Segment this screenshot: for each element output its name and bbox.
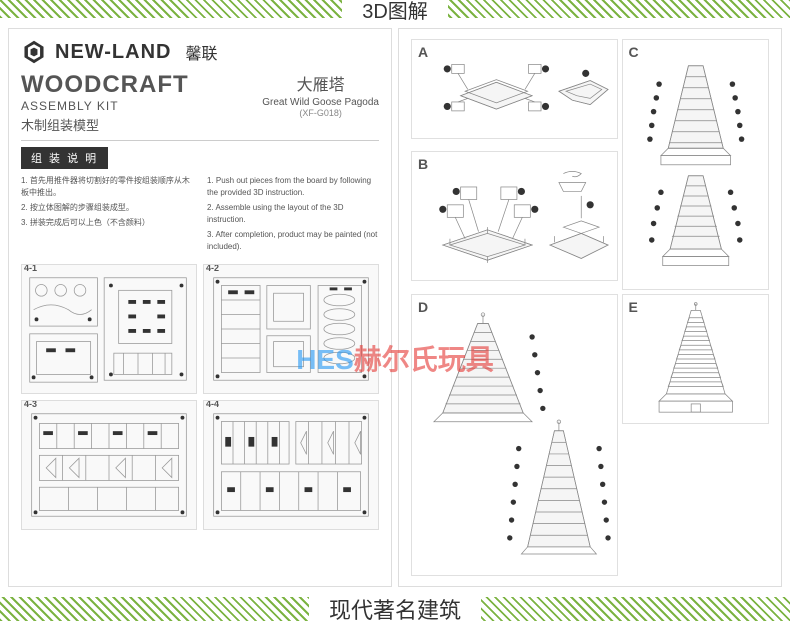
page-left: NEW-LAND 馨联 WOODCRAFT ASSEMBLY KIT 木制组装模…: [8, 28, 392, 587]
instructions-heading: 组 装 说 明: [21, 147, 108, 169]
step-e: E: [622, 294, 770, 424]
brand-logo-icon: [21, 39, 47, 65]
step-label: A: [418, 44, 428, 60]
step-label: C: [629, 44, 639, 60]
instr-cn-1: 1. 首先用推件器将切割好的零件按组装顺序从木板中推出。: [21, 175, 193, 199]
board-4-3: 4-3: [21, 400, 197, 530]
title-left: WOODCRAFT ASSEMBLY KIT 木制组装模型: [21, 71, 189, 134]
header-title: 3D图解: [342, 0, 448, 24]
product-name-cn: 大雁塔: [262, 71, 379, 95]
instr-cn-3: 3. 拼装完成后可以上色（不含颜料）: [21, 217, 193, 229]
product-name-en: Great Wild Goose Pagoda: [262, 97, 379, 108]
instr-en-1: 1. Push out pieces from the board by fol…: [207, 175, 379, 199]
parts-boards: 4-1 4-2: [21, 264, 379, 530]
step-label: D: [418, 299, 428, 315]
instr-cn-2: 2. 按立体图解的步骤组装成型。: [21, 202, 193, 214]
board-4-4: 4-4: [203, 400, 379, 530]
board-label: 4-1: [24, 264, 37, 273]
header-bar: 3D图解: [0, 0, 790, 18]
brand-name-cn: 馨联: [185, 40, 217, 64]
board-label: 4-4: [206, 400, 219, 409]
instructions-cn: 1. 首先用推件器将切割好的零件按组装顺序从木板中推出。 2. 按立体图解的步骤…: [21, 175, 193, 256]
step-d: D: [411, 294, 618, 576]
instructions-body: 1. 首先用推件器将切割好的零件按组装顺序从木板中推出。 2. 按立体图解的步骤…: [21, 175, 379, 256]
product-code: (XF-G018): [262, 108, 379, 118]
step-a: A: [411, 39, 618, 139]
assembly-steps: A B: [411, 39, 769, 576]
board-4-1: 4-1: [21, 264, 197, 394]
step-label: E: [629, 299, 638, 315]
step-c: C: [622, 39, 770, 290]
title-main: WOODCRAFT: [21, 71, 189, 99]
footer-title: 现代著名建筑: [309, 593, 481, 625]
title-cn: 木制组装模型: [21, 115, 189, 134]
divider: [21, 140, 379, 141]
board-4-2: 4-2: [203, 264, 379, 394]
instruction-sheet: NEW-LAND 馨联 WOODCRAFT ASSEMBLY KIT 木制组装模…: [0, 22, 790, 593]
board-label: 4-2: [206, 264, 219, 273]
brand-name-en: NEW-LAND: [55, 41, 171, 64]
page-right: A B: [398, 28, 782, 587]
instructions-en: 1. Push out pieces from the board by fol…: [207, 175, 379, 256]
title-row: WOODCRAFT ASSEMBLY KIT 木制组装模型 大雁塔 Great …: [21, 71, 379, 134]
board-label: 4-3: [24, 400, 37, 409]
step-label: B: [418, 156, 428, 172]
step-b: B: [411, 151, 618, 281]
title-sub: ASSEMBLY KIT: [21, 99, 189, 113]
instr-en-3: 3. After completion, product may be pain…: [207, 229, 379, 253]
brand-row: NEW-LAND 馨联: [21, 39, 379, 65]
footer-bar: 现代著名建筑: [0, 597, 790, 621]
product-name: 大雁塔 Great Wild Goose Pagoda (XF-G018): [262, 71, 379, 118]
instr-en-2: 2. Assemble using the layout of the 3D i…: [207, 202, 379, 226]
